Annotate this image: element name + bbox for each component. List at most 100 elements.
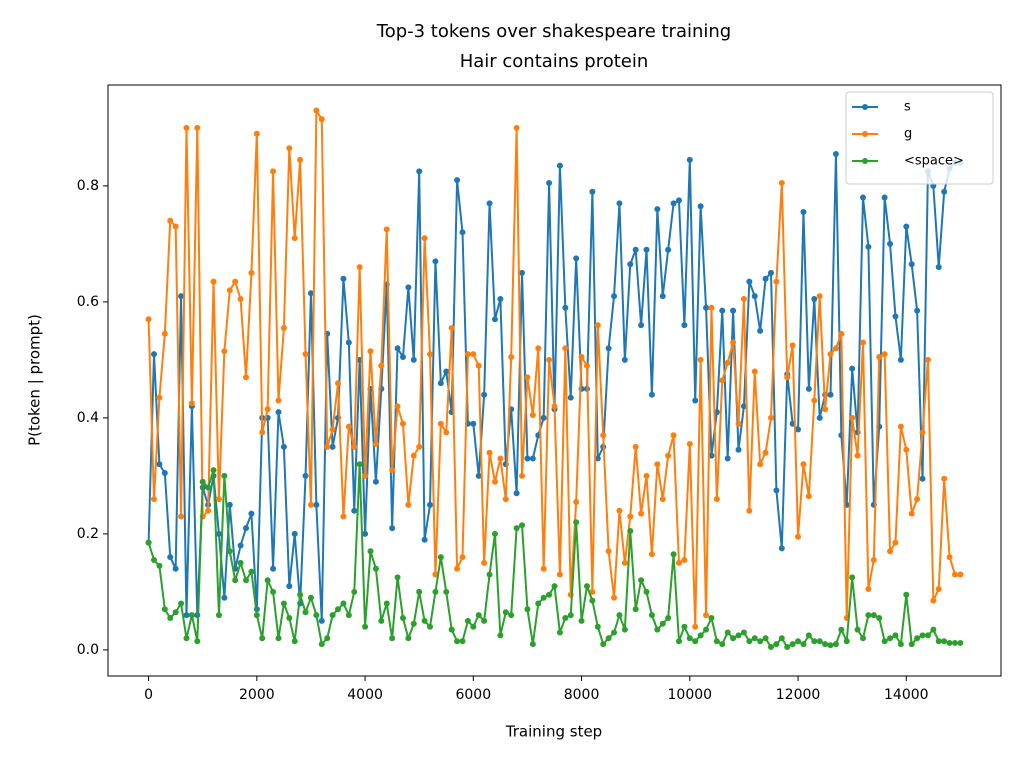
data-point [399, 354, 406, 361]
data-point [491, 478, 498, 485]
data-point [795, 638, 802, 645]
data-point [724, 455, 731, 462]
data-point [151, 496, 158, 503]
data-point [178, 513, 185, 520]
data-point [243, 525, 250, 532]
data-point [957, 571, 964, 578]
data-point [524, 374, 531, 381]
y-tick-label: 0.2 [77, 526, 99, 542]
data-point [318, 617, 325, 624]
data-point [210, 467, 217, 474]
data-point [183, 124, 190, 131]
data-point [475, 612, 482, 619]
data-point [589, 588, 596, 595]
data-point [529, 455, 536, 462]
data-point [307, 290, 314, 297]
data-point [681, 322, 688, 329]
data-point [914, 496, 921, 503]
data-point [643, 588, 650, 595]
data-point [161, 330, 168, 337]
x-axis-label: Training step [505, 723, 602, 741]
legend-marker [862, 131, 868, 137]
data-point [605, 635, 612, 642]
data-point [410, 620, 417, 627]
data-point [345, 423, 352, 430]
data-point [416, 588, 423, 595]
data-point [307, 501, 314, 508]
data-point [399, 420, 406, 427]
data-point [675, 559, 682, 566]
data-point [573, 499, 580, 506]
data-point [762, 275, 769, 282]
data-point [470, 623, 477, 630]
data-point [692, 623, 699, 630]
data-point [957, 639, 964, 646]
data-point [908, 261, 915, 268]
data-point [172, 565, 179, 572]
data-point [502, 496, 509, 503]
data-point [221, 472, 228, 479]
data-point [340, 275, 347, 282]
data-point [784, 644, 791, 651]
data-point [340, 600, 347, 607]
data-point [816, 414, 823, 421]
data-point [459, 229, 466, 236]
data-point [681, 557, 688, 564]
data-point [508, 612, 515, 619]
data-point [849, 414, 856, 421]
data-point [854, 452, 861, 459]
data-point [849, 365, 856, 372]
data-point [237, 542, 244, 549]
data-point [816, 293, 823, 300]
data-point [151, 557, 158, 564]
x-tick-label: 2000 [239, 687, 275, 703]
legend-marker [862, 158, 868, 164]
data-point [248, 510, 255, 517]
data-point [773, 487, 780, 494]
data-point [399, 615, 406, 622]
data-point [383, 226, 390, 233]
data-point [513, 490, 520, 497]
data-point [372, 478, 379, 485]
data-point [686, 441, 693, 448]
data-point [811, 638, 818, 645]
data-point [551, 583, 558, 590]
data-point [708, 304, 715, 311]
x-tick-label: 8000 [564, 687, 600, 703]
data-point [454, 638, 461, 645]
data-point [183, 612, 190, 619]
data-point [827, 391, 834, 398]
data-point [335, 380, 342, 387]
data-point [205, 507, 212, 514]
y-axis-label: P(token | prompt) [26, 314, 44, 446]
data-point [908, 510, 915, 517]
data-point [351, 443, 358, 450]
data-point [800, 209, 807, 216]
data-point [724, 359, 731, 366]
data-point [832, 345, 839, 352]
data-point [167, 217, 174, 224]
data-point [827, 351, 834, 358]
data-point [389, 635, 396, 642]
data-point [914, 307, 921, 314]
data-point [935, 638, 942, 645]
data-point [594, 455, 601, 462]
data-point [751, 368, 758, 375]
data-point [286, 145, 293, 152]
data-point [654, 206, 661, 213]
data-point [719, 377, 726, 384]
data-point [946, 554, 953, 561]
data-point [757, 461, 764, 468]
data-point [870, 612, 877, 619]
data-point [583, 583, 590, 590]
data-point [427, 351, 434, 358]
data-point [686, 156, 693, 163]
data-point [919, 632, 926, 639]
data-point [648, 551, 655, 558]
data-point [654, 626, 661, 633]
data-point [432, 588, 439, 595]
data-point [746, 507, 753, 514]
data-point [740, 629, 747, 636]
data-point [362, 472, 369, 479]
data-point [302, 609, 309, 616]
